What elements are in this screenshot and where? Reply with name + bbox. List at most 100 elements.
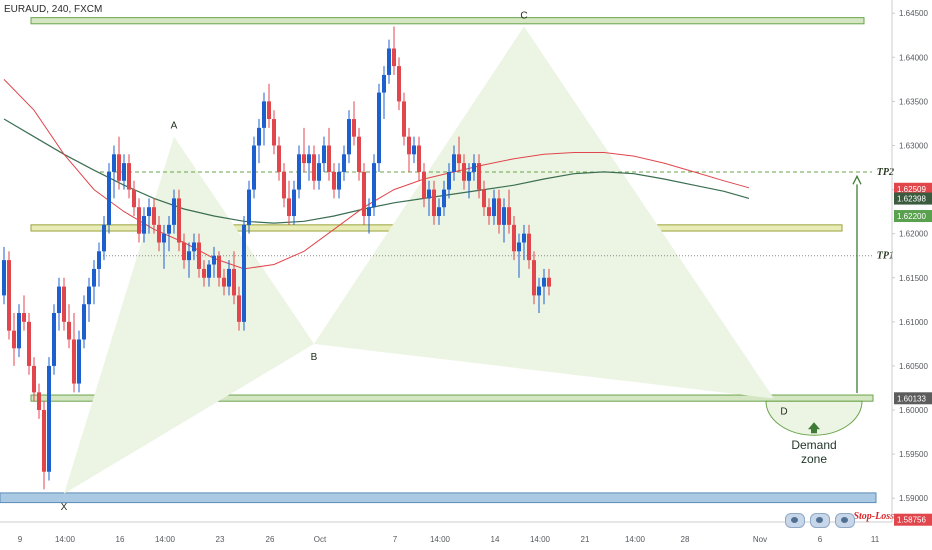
broadcast-icon[interactable]: [810, 513, 830, 528]
time-tick-label: Nov: [753, 535, 767, 544]
stop-loss-label: Stop-Loss: [853, 511, 894, 522]
pattern-point-d: D: [780, 407, 787, 418]
candle-body: [307, 154, 311, 164]
candle-body: [277, 145, 281, 172]
candle-body: [332, 171, 336, 190]
candle-body: [172, 198, 176, 225]
candle-body: [472, 163, 476, 172]
candle-body: [387, 48, 391, 75]
candle-body: [27, 321, 31, 366]
candle-body: [157, 224, 161, 243]
candle-body: [237, 295, 241, 322]
time-tick-label: 14:00: [530, 535, 551, 544]
price-label-box: [894, 192, 932, 205]
candle-body: [297, 154, 301, 190]
broadcast-icon[interactable]: [785, 513, 805, 528]
candle-body: [82, 304, 86, 340]
symbol-title: EURAUD, 240, FXCM: [4, 4, 103, 15]
candle-body: [432, 189, 436, 217]
price-label-text: 1.62509: [897, 185, 926, 194]
candle-body: [252, 145, 256, 190]
candle-body: [392, 48, 396, 67]
broadcast-icons[interactable]: [785, 513, 860, 529]
candle-body: [397, 66, 401, 102]
candle-body: [92, 268, 96, 287]
candle-body: [127, 163, 131, 190]
price-axis: 1.645001.640001.635001.630001.625001.620…: [891, 0, 932, 526]
candle-body: [262, 101, 266, 128]
candle-body: [22, 313, 26, 322]
candle-body: [302, 154, 306, 164]
price-label-box: [894, 513, 932, 526]
candle-body: [122, 163, 126, 181]
time-tick-label: 21: [581, 535, 590, 544]
price-tick-label: 1.63500: [899, 97, 928, 106]
candle-body: [217, 255, 221, 278]
pattern-bcd-triangle: [314, 26, 774, 399]
candle-body: [7, 260, 11, 331]
candle-body: [202, 268, 206, 278]
candle-body: [542, 277, 546, 287]
zone-C-resistance: [30, 17, 865, 25]
level-label-tp2: TP2: [877, 167, 894, 178]
time-tick-label: 11: [871, 535, 880, 544]
candle-body: [547, 277, 551, 287]
time-tick-label: 7: [393, 535, 398, 544]
price-label-box: [894, 210, 932, 223]
demand-zone-text: Demand: [791, 438, 836, 452]
candle-body: [182, 242, 186, 261]
pattern-xab-triangle: [64, 136, 314, 494]
candle-body: [337, 171, 341, 190]
level-label-tp1: TP1: [877, 251, 894, 262]
price-label-text: 1.62398: [897, 195, 926, 204]
candle-body: [422, 171, 426, 199]
candle-body: [442, 189, 446, 208]
candle-body: [377, 92, 381, 164]
price-label-text: 1.58756: [897, 516, 926, 525]
pattern-point-a: A: [171, 121, 178, 132]
candle-body: [52, 313, 56, 366]
broadcast-icon[interactable]: [835, 513, 855, 528]
pattern-point-c: C: [520, 10, 527, 21]
candle-body: [347, 119, 351, 155]
ma-red-line: [3, 79, 750, 270]
candle-body: [322, 145, 326, 164]
candle-body: [512, 224, 516, 252]
time-axis: 9 14:00 16 14:00 23 26 Oct 7 14:00 14 14:00 21 14:00…: [0, 521, 892, 544]
candle-body: [402, 101, 406, 137]
price-label-text: 1.60133: [897, 394, 926, 403]
candle-body: [112, 154, 116, 172]
demand-arrow-icon: [808, 422, 820, 434]
candle-body: [327, 145, 331, 172]
candle-body: [462, 163, 466, 181]
candle-body: [222, 277, 226, 287]
price-label-box: [894, 392, 932, 405]
candle-body: [267, 101, 271, 120]
time-tick-label: 9: [18, 535, 23, 544]
price-tick-label: 1.62000: [899, 230, 928, 239]
candle-body: [287, 198, 291, 217]
time-tick-label: 16: [116, 535, 125, 544]
candle-body: [72, 339, 76, 384]
candle-body: [192, 242, 196, 252]
candle-body: [342, 154, 346, 172]
candle-body: [17, 313, 21, 349]
time-tick-label: 14:00: [625, 535, 646, 544]
candle-body: [492, 198, 496, 217]
candle-body: [437, 207, 441, 217]
candle-body: [162, 233, 166, 243]
candle-body: [482, 189, 486, 208]
candle-body: [357, 136, 361, 172]
price-tick-label: 1.61000: [899, 318, 928, 327]
candle-body: [42, 410, 46, 472]
price-label-text: 1.62200: [897, 212, 926, 221]
candle-body: [317, 163, 321, 181]
candle-body: [12, 330, 16, 349]
candle-body: [352, 119, 356, 137]
candle-body: [62, 286, 66, 322]
candle-body: [207, 264, 211, 278]
candle-body: [102, 224, 106, 252]
zone-stop-loss-zone: [0, 492, 877, 504]
candle-body: [187, 251, 191, 261]
